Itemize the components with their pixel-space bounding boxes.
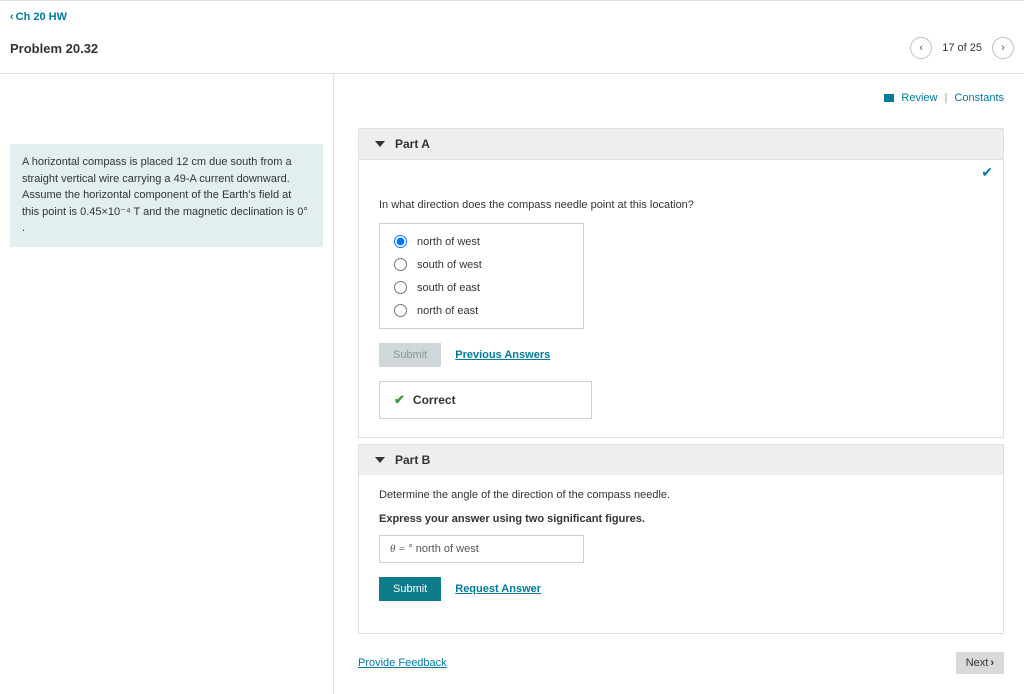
answer-prefix: θ = (390, 543, 408, 555)
back-label: Ch 20 HW (16, 11, 67, 23)
choice-label: north of east (417, 305, 478, 317)
part-b-question: Determine the angle of the direction of … (379, 489, 983, 501)
choice-option[interactable]: south of west (380, 253, 583, 276)
answer-unit: ° north of west (408, 543, 478, 555)
answer-input[interactable]: θ = ° north of west (379, 535, 584, 563)
choice-option[interactable]: north of west (380, 230, 583, 253)
next-label: Next (966, 657, 989, 669)
choice-option[interactable]: south of east (380, 276, 583, 299)
part-b-title: Part B (395, 453, 430, 467)
correct-feedback: ✔ Correct (379, 381, 592, 419)
chevron-right-icon: › (990, 657, 994, 669)
part-b-instruction: Express your answer using two significan… (379, 513, 983, 525)
problem-sidebar: A horizontal compass is placed 12 cm due… (0, 74, 334, 694)
request-answer-link[interactable]: Request Answer (455, 583, 541, 595)
collapse-icon (375, 141, 385, 147)
choice-label: north of west (417, 236, 480, 248)
part-a-title: Part A (395, 137, 430, 151)
problem-title: Problem 20.32 (10, 41, 98, 56)
next-problem-button[interactable]: › (992, 37, 1014, 59)
problem-statement: A horizontal compass is placed 12 cm due… (10, 144, 323, 247)
chevron-left-icon: ‹ (919, 42, 923, 54)
part-a-block: Part A ✔ In what direction does the comp… (358, 128, 1004, 438)
choice-option[interactable]: north of east (380, 299, 583, 322)
radio-input[interactable] (394, 258, 407, 271)
provide-feedback-link[interactable]: Provide Feedback (358, 657, 447, 669)
part-a-status: ✔ (359, 159, 1003, 185)
part-b-header[interactable]: Part B (359, 445, 1003, 475)
radio-input[interactable] (394, 281, 407, 294)
choice-label: south of east (417, 282, 480, 294)
radio-input[interactable] (394, 235, 407, 248)
correct-label: Correct (413, 393, 456, 407)
check-icon: ✔ (981, 164, 993, 180)
part-a-header[interactable]: Part A (359, 129, 1003, 159)
chevron-right-icon: › (1001, 42, 1005, 54)
choices-box: north of west south of west south of eas… (379, 223, 584, 329)
collapse-icon (375, 457, 385, 463)
problem-counter: 17 of 25 (942, 42, 982, 54)
review-link[interactable]: Review (901, 92, 937, 104)
next-button[interactable]: Next › (956, 652, 1004, 674)
back-link[interactable]: ‹Ch 20 HW (10, 11, 67, 23)
check-icon: ✔ (394, 392, 405, 408)
book-icon (884, 94, 894, 102)
chevron-left-icon: ‹ (10, 11, 14, 23)
radio-input[interactable] (394, 304, 407, 317)
divider: | (945, 92, 948, 104)
constants-link[interactable]: Constants (954, 92, 1004, 104)
previous-answers-link[interactable]: Previous Answers (455, 349, 550, 361)
submit-button-disabled: Submit (379, 343, 441, 367)
submit-button[interactable]: Submit (379, 577, 441, 601)
part-b-block: Part B Determine the angle of the direct… (358, 444, 1004, 634)
part-a-question: In what direction does the compass needl… (379, 199, 983, 211)
choice-label: south of west (417, 259, 482, 271)
prev-problem-button[interactable]: ‹ (910, 37, 932, 59)
